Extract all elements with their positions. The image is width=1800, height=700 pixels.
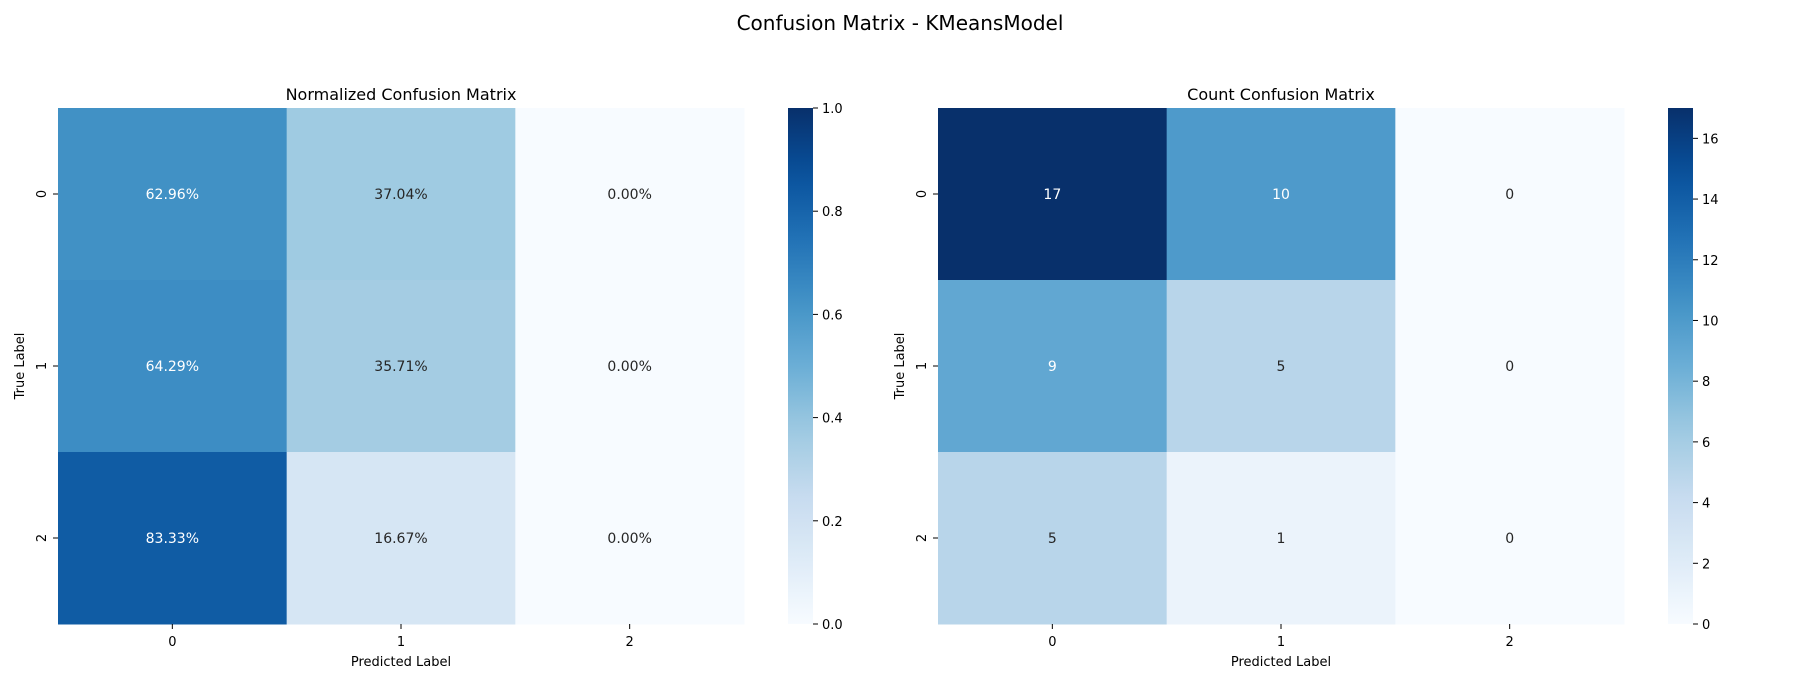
x-tick-label: 2 <box>1506 635 1514 650</box>
heatmap-cell <box>1166 452 1396 625</box>
cell-label: 35.71% <box>374 359 427 375</box>
cell-label: 0 <box>1505 359 1514 375</box>
colorbar-tick-label: 0.2 <box>822 515 843 530</box>
heatmap-cell <box>286 452 516 625</box>
heatmap-panels: 62.96% 37.04% 0.00% 64.29% 35.71% 0.00% 83.33%… <box>13 85 1719 670</box>
heatmap-cell <box>1395 280 1625 453</box>
cell-label: 64.29% <box>146 359 199 375</box>
heatmap-cell <box>286 108 516 281</box>
cell-label: 0 <box>1505 531 1514 547</box>
y-tick-label: 1 <box>915 362 930 370</box>
cell-label: 9 <box>1048 359 1057 375</box>
heatmap-cell <box>938 280 1168 453</box>
heatmap-cell <box>515 452 745 625</box>
colorbar-tick-label: 12 <box>1702 254 1719 269</box>
x-axis-label: Predicted Label <box>1231 655 1331 670</box>
x-tick-label: 2 <box>626 635 634 650</box>
cell-label: 0.00% <box>607 531 651 547</box>
colorbar-tick-label: 0.6 <box>822 308 843 323</box>
colorbar-tick-label: 0.8 <box>822 205 843 220</box>
cell-label: 16.67% <box>374 531 427 547</box>
y-axis-label: True Label <box>13 333 28 401</box>
x-axis-label: Predicted Label <box>351 655 451 670</box>
heatmap-cell <box>1395 452 1625 625</box>
y-tick-label: 0 <box>915 190 930 198</box>
cell-label: 10 <box>1272 187 1290 203</box>
cell-label: 5 <box>1048 531 1057 547</box>
heatmap-cell <box>1166 280 1396 453</box>
heatmap-cell <box>1395 108 1625 281</box>
heatmap-cell <box>938 452 1168 625</box>
heatmap-cell <box>1166 108 1396 281</box>
heatmap-cell <box>515 280 745 453</box>
cell-label: 62.96% <box>146 187 199 203</box>
cell-label: 0.00% <box>607 359 651 375</box>
colorbar-tick-label: 0 <box>1702 618 1710 633</box>
colorbar <box>1668 108 1693 624</box>
heatmap-panel-0: 62.96% 37.04% 0.00% 64.29% 35.71% 0.00% 83.33%… <box>13 85 843 670</box>
cell-label: 5 <box>1277 359 1286 375</box>
cell-label: 1 <box>1277 531 1286 547</box>
colorbar-tick-label: 0.0 <box>822 618 843 633</box>
colorbar-tick-label: 6 <box>1702 436 1710 451</box>
colorbar-tick-label: 14 <box>1702 193 1719 208</box>
colorbar-tick-label: 4 <box>1702 497 1710 512</box>
figure-title: Confusion Matrix - KMeansModel <box>737 11 1064 35</box>
y-tick-label: 2 <box>35 534 50 542</box>
cell-label: 0 <box>1505 187 1514 203</box>
cell-label: 17 <box>1043 187 1061 203</box>
heatmap-cell <box>58 452 288 625</box>
heatmap-cell <box>515 108 745 281</box>
heatmap-title: Count Confusion Matrix <box>1187 85 1375 104</box>
colorbar <box>788 108 813 624</box>
x-tick-label: 1 <box>1277 635 1285 650</box>
colorbar-tick-label: 16 <box>1702 132 1719 147</box>
heatmap-cell <box>58 280 288 453</box>
x-tick-label: 0 <box>1048 635 1056 650</box>
y-tick-label: 1 <box>35 362 50 370</box>
heatmap-cell <box>286 280 516 453</box>
cell-label: 83.33% <box>146 531 199 547</box>
colorbar-tick-label: 1.0 <box>822 102 843 117</box>
colorbar-tick-label: 8 <box>1702 375 1710 390</box>
x-tick-label: 1 <box>397 635 405 650</box>
x-tick-label: 0 <box>168 635 176 650</box>
cell-label: 37.04% <box>374 187 427 203</box>
colorbar-tick-label: 2 <box>1702 557 1710 572</box>
colorbar-tick-label: 0.4 <box>822 412 843 427</box>
heatmap-cell <box>938 108 1168 281</box>
y-tick-label: 2 <box>915 534 930 542</box>
y-axis-label: True Label <box>893 333 908 401</box>
colorbar-tick-label: 10 <box>1702 314 1719 329</box>
cell-label: 0.00% <box>607 187 651 203</box>
y-tick-label: 0 <box>35 190 50 198</box>
heatmap-title: Normalized Confusion Matrix <box>286 85 517 104</box>
heatmap-cell <box>58 108 288 281</box>
